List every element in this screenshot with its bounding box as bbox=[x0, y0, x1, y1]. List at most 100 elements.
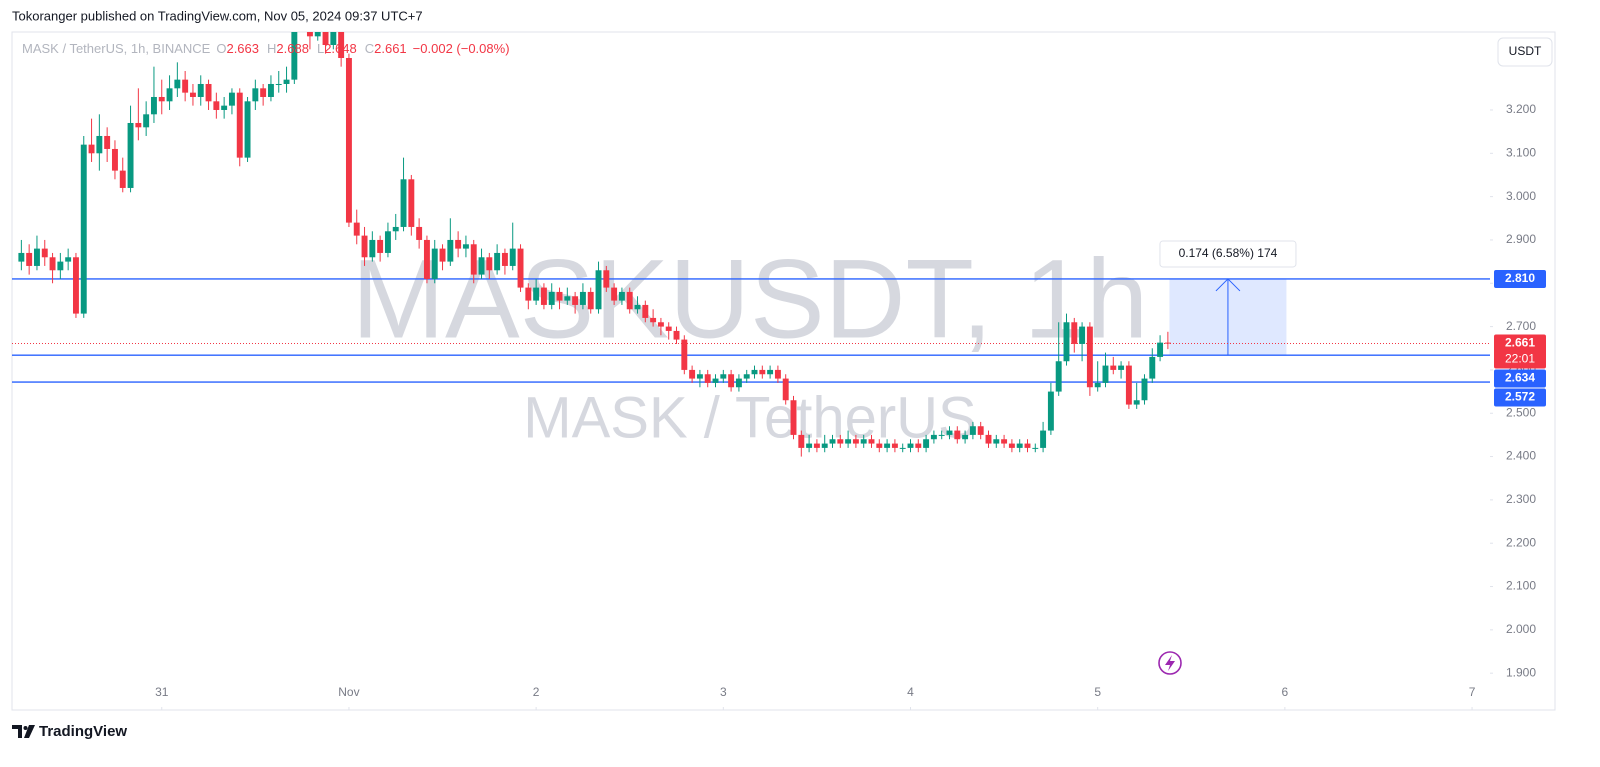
candle-body bbox=[611, 287, 618, 301]
candle-body bbox=[962, 434, 969, 440]
candle-body bbox=[704, 374, 711, 383]
candle-body bbox=[1024, 443, 1031, 448]
y-tick-label: 2.000 bbox=[1506, 622, 1536, 636]
candle-body bbox=[969, 426, 976, 435]
candle-body bbox=[938, 434, 945, 436]
candle-body bbox=[462, 244, 469, 249]
candle-body bbox=[267, 83, 274, 97]
candle-body bbox=[587, 291, 594, 310]
event-icon-bolt bbox=[1165, 655, 1175, 671]
candle-body bbox=[1133, 400, 1140, 405]
candle-body bbox=[416, 226, 423, 240]
last-price-tag bbox=[1494, 334, 1546, 369]
candle-body bbox=[790, 400, 797, 435]
legend-key: O bbox=[216, 41, 226, 56]
candle-body bbox=[322, 32, 329, 45]
candle-body bbox=[774, 369, 781, 379]
plot-area: 0.174 (6.58%) 174 bbox=[12, 32, 1490, 457]
candle-body bbox=[595, 270, 602, 310]
candle-body bbox=[977, 426, 984, 435]
price-line-label: 2.634 bbox=[1505, 371, 1535, 385]
candle-body bbox=[798, 434, 805, 448]
candle-body bbox=[455, 239, 462, 249]
candle-body bbox=[891, 443, 898, 448]
candle-body bbox=[1094, 382, 1101, 388]
currency-label[interactable]: USDT bbox=[1509, 44, 1542, 58]
legend-value: 2.663 bbox=[226, 41, 259, 56]
candle-body bbox=[829, 439, 836, 444]
candle-body bbox=[345, 57, 352, 223]
measure-label: 0.174 (6.58%) 174 bbox=[1179, 246, 1278, 260]
candle-body bbox=[556, 291, 563, 301]
candle-body bbox=[150, 96, 157, 115]
candle-body bbox=[634, 304, 641, 310]
legend-key: H bbox=[267, 41, 276, 56]
candle-body bbox=[96, 135, 103, 154]
candle-body bbox=[720, 374, 727, 379]
candle-body bbox=[400, 179, 407, 227]
y-tick-label: 3.000 bbox=[1506, 189, 1536, 203]
candle-body bbox=[18, 252, 25, 262]
candle-body bbox=[728, 374, 735, 388]
x-tick-label: 31 bbox=[155, 685, 169, 699]
chart-pane bbox=[11, 31, 1556, 711]
brand: TradingView bbox=[39, 723, 127, 740]
candle-body bbox=[564, 296, 571, 301]
candle-body bbox=[65, 257, 72, 262]
candle-body bbox=[291, 32, 298, 80]
candle-body bbox=[993, 439, 1000, 444]
candle-body bbox=[182, 79, 189, 93]
measure-label-box bbox=[1159, 240, 1297, 268]
legend-symbol: MASK / TetherUS, 1h, BINANCE bbox=[22, 41, 211, 56]
price-line-tag bbox=[1494, 269, 1546, 288]
candle-body bbox=[923, 439, 930, 448]
legend: MASK / TetherUS, 1h, BINANCE O2.663 H2.688… bbox=[22, 41, 510, 56]
candle-body bbox=[572, 296, 579, 305]
candle-body bbox=[1102, 365, 1109, 383]
price-line-tag bbox=[1494, 369, 1546, 388]
candle-body bbox=[821, 443, 828, 448]
candle-body bbox=[712, 378, 719, 383]
candle-body bbox=[143, 114, 150, 128]
y-tick-label: 2.700 bbox=[1506, 319, 1536, 333]
candle-body bbox=[486, 257, 493, 271]
candle-body bbox=[447, 239, 454, 262]
candle-body bbox=[1008, 443, 1015, 448]
candle-body bbox=[540, 287, 547, 305]
candle-body bbox=[782, 378, 789, 401]
candle-body bbox=[431, 248, 438, 279]
candle-body bbox=[501, 252, 508, 266]
y-tick-label: 2.300 bbox=[1506, 492, 1536, 506]
candle-body bbox=[72, 257, 79, 314]
candle-body bbox=[80, 144, 87, 314]
y-tick-label: 3.200 bbox=[1506, 102, 1536, 116]
candle-body bbox=[1079, 326, 1086, 344]
x-tick-label: 6 bbox=[1282, 685, 1289, 699]
candle-body bbox=[1063, 322, 1070, 362]
candle-body bbox=[673, 330, 680, 340]
y-tick-label: 2.200 bbox=[1506, 535, 1536, 549]
candle-body bbox=[135, 122, 142, 128]
candle-body bbox=[353, 222, 360, 236]
candle-body bbox=[985, 434, 992, 444]
candle-body bbox=[213, 101, 220, 110]
candle-body bbox=[33, 248, 40, 266]
candle-body bbox=[946, 430, 953, 435]
x-tick-label: Nov bbox=[338, 685, 359, 699]
currency-button[interactable] bbox=[1497, 37, 1553, 67]
candle-body bbox=[306, 32, 313, 37]
candle-body bbox=[1149, 356, 1156, 379]
candle-body bbox=[1040, 430, 1047, 448]
candle-body bbox=[626, 291, 633, 310]
price-line-tag bbox=[1494, 388, 1546, 407]
price-axis: 1.9002.0002.1002.2002.3002.4002.5002.600… bbox=[1490, 102, 1546, 679]
candle-body bbox=[49, 257, 56, 271]
legend-change: −0.002 (−0.08%) bbox=[413, 41, 510, 56]
candle-body bbox=[954, 430, 961, 440]
candle-body bbox=[252, 88, 259, 102]
candle-body bbox=[174, 79, 181, 89]
candle-body bbox=[41, 248, 48, 258]
candle-body bbox=[907, 443, 914, 448]
